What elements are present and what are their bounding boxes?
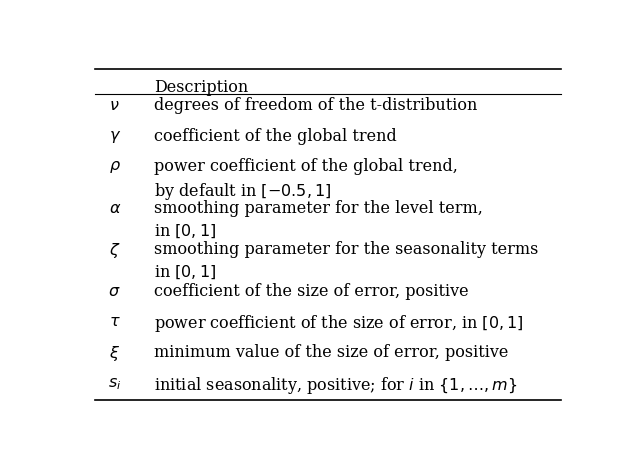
Text: power coefficient of the size of error, in $[0, 1]$: power coefficient of the size of error, … <box>154 314 524 335</box>
Text: $\rho$: $\rho$ <box>109 158 121 175</box>
Text: $\xi$: $\xi$ <box>109 344 120 363</box>
Text: initial seasonality, positive; for $i$ in $\{1,\ldots,m\}$: initial seasonality, positive; for $i$ i… <box>154 375 518 396</box>
Text: coefficient of the global trend: coefficient of the global trend <box>154 128 397 145</box>
Text: smoothing parameter for the level term,
in $[0, 1]$: smoothing parameter for the level term, … <box>154 200 483 239</box>
Text: $\nu$: $\nu$ <box>109 97 120 114</box>
Text: $\gamma$: $\gamma$ <box>109 128 121 145</box>
Text: smoothing parameter for the seasonality terms
in $[0, 1]$: smoothing parameter for the seasonality … <box>154 241 539 281</box>
Text: Description: Description <box>154 80 249 96</box>
Text: minimum value of the size of error, positive: minimum value of the size of error, posi… <box>154 344 509 361</box>
Text: $s_i$: $s_i$ <box>108 375 122 392</box>
Text: $\tau$: $\tau$ <box>109 314 120 330</box>
Text: degrees of freedom of the t-distribution: degrees of freedom of the t-distribution <box>154 97 478 114</box>
Text: power coefficient of the global trend,
by default in $[-0.5, 1]$: power coefficient of the global trend, b… <box>154 158 458 202</box>
Text: coefficient of the size of error, positive: coefficient of the size of error, positi… <box>154 283 469 300</box>
Text: $\alpha$: $\alpha$ <box>109 200 121 217</box>
Text: $\sigma$: $\sigma$ <box>108 283 121 300</box>
Text: $\zeta$: $\zeta$ <box>109 241 120 260</box>
